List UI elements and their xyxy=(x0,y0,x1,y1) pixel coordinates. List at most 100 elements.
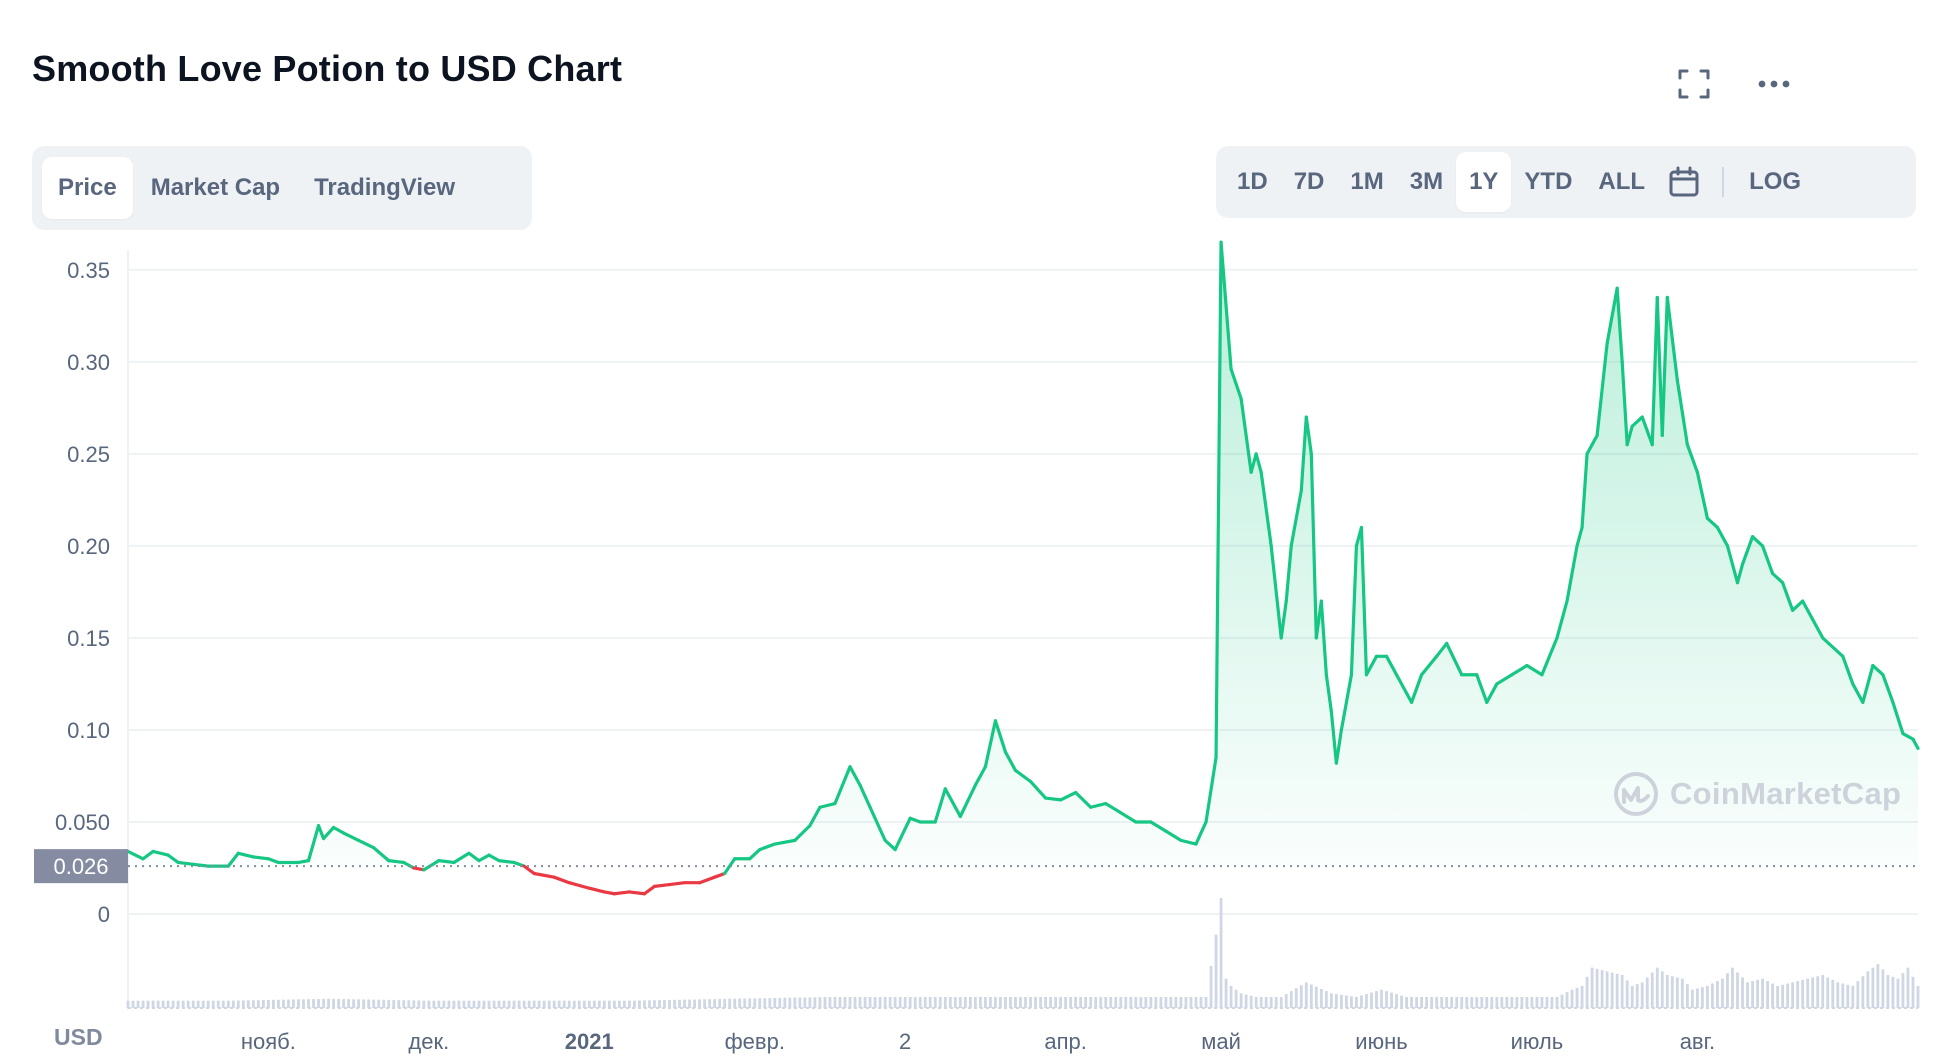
price-line-segment xyxy=(1555,599,1569,640)
volume-bar xyxy=(843,997,847,1008)
volume-bar xyxy=(497,1000,501,1008)
volume-bar xyxy=(1189,997,1193,1008)
log-toggle[interactable]: LOG xyxy=(1749,168,1802,195)
tab-market-cap[interactable]: Market Cap xyxy=(150,174,281,201)
volume-bar xyxy=(1124,997,1128,1008)
range-ytd[interactable]: YTD xyxy=(1524,168,1573,195)
range-7d[interactable]: 7D xyxy=(1293,168,1325,195)
volume-bar xyxy=(1806,978,1810,1008)
price-line-segment xyxy=(1525,663,1544,677)
volume-bar xyxy=(552,1000,556,1008)
tab-tradingview[interactable]: TradingView xyxy=(314,174,456,201)
price-line-segment xyxy=(748,847,762,861)
volume-bar xyxy=(858,997,862,1008)
price-line-segment xyxy=(1194,820,1208,846)
volume-bar xyxy=(943,997,947,1008)
volume-bar xyxy=(853,997,857,1008)
volume-bar xyxy=(813,997,817,1008)
volume-bar xyxy=(1224,978,1228,1008)
volume-bar xyxy=(317,999,320,1008)
volume-bar xyxy=(1450,997,1454,1008)
price-line-segment xyxy=(1821,636,1835,649)
volume-bar xyxy=(878,997,882,1008)
range-1d[interactable]: 1D xyxy=(1237,168,1268,195)
price-line-segment xyxy=(1299,415,1308,493)
tab-price[interactable]: Price xyxy=(42,157,133,219)
volume-bar xyxy=(1460,997,1464,1008)
range-3m[interactable]: 3M xyxy=(1409,168,1444,195)
volume-bar xyxy=(708,999,712,1008)
price-line-segment xyxy=(1249,452,1258,474)
volume-bar xyxy=(1370,992,1373,1008)
volume-bar xyxy=(337,999,340,1008)
range-all[interactable]: ALL xyxy=(1598,168,1646,195)
volume-bar xyxy=(382,999,386,1008)
x-tick-label: июнь xyxy=(1355,1029,1407,1054)
volume-bar xyxy=(783,997,787,1008)
volume-bar xyxy=(1179,997,1183,1008)
fullscreen-icon[interactable] xyxy=(1670,62,1718,106)
volume-bar xyxy=(562,1000,566,1008)
price-line-segment xyxy=(908,816,922,824)
more-icon[interactable] xyxy=(1750,62,1798,106)
volume-bar xyxy=(1154,997,1158,1008)
volume-bar xyxy=(823,997,827,1008)
range-1y[interactable]: 1Y xyxy=(1456,152,1512,212)
volume-bar xyxy=(502,1000,506,1008)
reference-badge-label: 0.026 xyxy=(53,854,108,879)
volume-bar xyxy=(216,1000,220,1008)
volume-bar xyxy=(1640,982,1644,1008)
volume-bar xyxy=(1540,997,1544,1008)
price-line-segment xyxy=(1384,654,1399,677)
volume-bar xyxy=(1545,997,1549,1008)
price-line-segment xyxy=(126,849,145,861)
volume-bar xyxy=(1234,989,1238,1008)
volume-bar xyxy=(1635,984,1639,1008)
price-line-segment xyxy=(1214,240,1223,760)
volume-bar xyxy=(763,998,767,1008)
volume-bar xyxy=(457,1000,461,1008)
range-1m[interactable]: 1M xyxy=(1350,168,1384,195)
volume-bar xyxy=(372,999,376,1008)
price-line-segment xyxy=(1841,654,1855,686)
volume-bar xyxy=(1099,997,1103,1008)
volume-bar xyxy=(527,1000,531,1008)
price-line-segment xyxy=(1851,682,1865,704)
volume-bar xyxy=(1746,982,1749,1008)
price-area xyxy=(128,242,1918,867)
price-line-segment xyxy=(487,853,501,863)
x-tick-label: нояб. xyxy=(241,1029,296,1054)
volume-bar xyxy=(567,1000,571,1008)
volume-bar xyxy=(1535,997,1539,1008)
price-line-segment xyxy=(1485,682,1499,704)
volume-bar xyxy=(437,1000,441,1008)
price-line-segment xyxy=(1705,516,1720,530)
watermark: CoinMarketCap xyxy=(1612,770,1901,818)
calendar-icon[interactable] xyxy=(1658,152,1710,212)
price-line-segment xyxy=(532,871,556,879)
price-line-segment xyxy=(1028,779,1048,800)
volume-bar xyxy=(773,998,777,1008)
volume-bar xyxy=(1014,997,1017,1008)
volume-bar xyxy=(788,997,792,1008)
volume-bar xyxy=(1054,997,1057,1008)
volume-bar xyxy=(958,997,962,1008)
price-line-segment xyxy=(773,838,797,846)
volume-bar xyxy=(1350,996,1353,1008)
price-line-segment xyxy=(1269,544,1283,640)
volume-bar xyxy=(1675,977,1679,1008)
price-line-segment xyxy=(1364,654,1379,677)
volume-bar xyxy=(1580,986,1584,1008)
volume-bar xyxy=(582,1000,586,1008)
volume-bar xyxy=(402,1000,406,1008)
price-line-segment xyxy=(1043,796,1063,802)
volume-bar xyxy=(628,1000,631,1008)
volume-bar xyxy=(191,1000,195,1008)
price-line-segment xyxy=(477,853,491,863)
volume-bar xyxy=(808,997,812,1008)
volume-bar xyxy=(612,1000,616,1008)
price-line-segment xyxy=(1685,443,1699,474)
price-line-segment xyxy=(1861,663,1875,704)
volume-bar xyxy=(1585,976,1589,1008)
volume-bar xyxy=(171,1000,175,1008)
